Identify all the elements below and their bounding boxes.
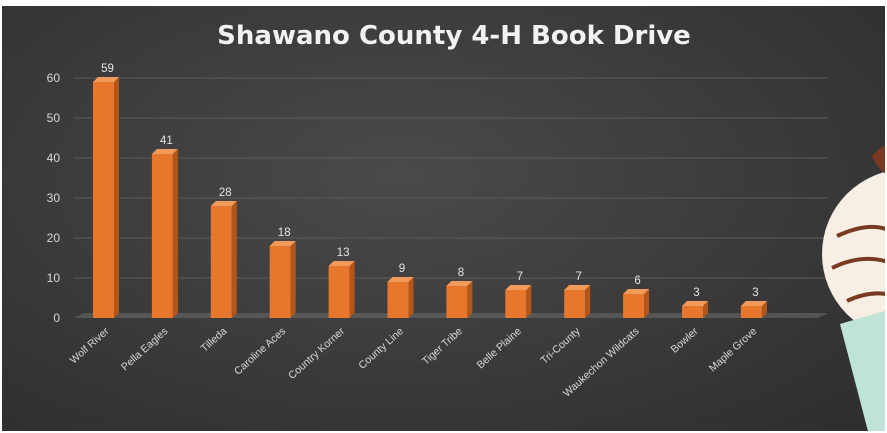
bar-top <box>269 241 296 246</box>
chocolate-drizzle <box>836 224 885 238</box>
bar <box>505 290 527 318</box>
x-tick-label: Country Korner <box>286 325 347 382</box>
data-label: 7 <box>517 271 523 283</box>
data-label: 13 <box>337 247 350 259</box>
bar-top <box>564 285 591 290</box>
chart-panel: Shawano County 4-H Book Drive 0 10 20 30 40 5… <box>2 6 885 431</box>
x-tick-label: Tilleda <box>199 325 230 354</box>
x-tick-label: Belle Plaine <box>475 325 524 371</box>
bar-top <box>210 201 237 206</box>
bar-top <box>740 301 767 306</box>
x-tick-label: Caroline Aces <box>232 325 288 377</box>
y-axis-ticks: 0 10 20 30 40 50 60 <box>47 71 61 325</box>
bar <box>740 306 762 318</box>
bar-side <box>408 277 414 318</box>
x-tick-label: Bowler <box>669 325 701 356</box>
bar-side <box>526 285 532 318</box>
bars <box>93 77 767 318</box>
ice-cream-cone <box>840 310 885 431</box>
bar <box>151 154 173 318</box>
x-axis-labels: Wolf River Pella Eagles Tilleda Caroline Ac… <box>68 325 760 400</box>
y-tick-label: 10 <box>47 271 61 285</box>
x-tick-label: Pella Eagles <box>119 325 170 373</box>
bar <box>682 306 703 318</box>
bar-top <box>505 285 532 290</box>
data-label: 41 <box>160 135 173 147</box>
data-label: 6 <box>634 275 640 287</box>
bar <box>269 246 291 318</box>
data-label: 18 <box>278 227 291 239</box>
bar-side <box>703 301 708 318</box>
bar <box>446 286 468 318</box>
bar <box>93 82 114 318</box>
bar-side <box>585 285 591 318</box>
chocolate-piece <box>872 145 885 174</box>
bar-side <box>349 261 355 318</box>
y-tick-label: 40 <box>47 151 61 165</box>
x-tick-label: County Line <box>356 325 406 372</box>
bar-top <box>93 77 119 82</box>
x-tick-label: Wolf River <box>68 325 112 367</box>
data-label: 3 <box>693 287 699 299</box>
bar <box>387 282 409 318</box>
y-tick-label: 30 <box>47 191 61 205</box>
bar <box>328 266 350 318</box>
bar-top <box>387 277 414 282</box>
chocolate-drizzle <box>831 256 885 270</box>
ice-cream-scoop <box>822 171 885 337</box>
bar-side <box>114 77 119 318</box>
data-label: 59 <box>101 63 114 75</box>
y-tick-label: 60 <box>47 71 61 85</box>
bar-chart: Shawano County 4-H Book Drive 0 10 20 30 40 5… <box>47 21 885 431</box>
x-tick-label: Tiger Tribe <box>420 325 465 367</box>
ice-cream-decoration <box>822 145 885 431</box>
bar-top <box>623 289 650 294</box>
y-tick-label: 20 <box>47 231 61 245</box>
bar-side <box>231 201 237 318</box>
chocolate-drizzle <box>846 291 885 303</box>
bar <box>623 294 645 318</box>
data-label: 7 <box>575 271 581 283</box>
data-label: 28 <box>219 187 232 199</box>
bar-side <box>761 301 767 318</box>
y-tick-label: 50 <box>47 111 61 125</box>
bar-top <box>682 301 708 306</box>
x-tick-label: Tri-County <box>539 325 584 367</box>
data-labels: 59 41 28 18 13 9 8 7 7 6 3 3 <box>101 63 759 299</box>
bar <box>210 206 232 318</box>
bar-side <box>172 149 178 318</box>
bar <box>564 290 586 318</box>
data-label: 8 <box>458 267 464 279</box>
x-tick-label: Maple Grove <box>707 325 760 374</box>
data-label: 9 <box>399 263 405 275</box>
bar-top <box>151 149 178 154</box>
bar-side <box>644 289 650 318</box>
bar-side <box>467 281 473 318</box>
bar-side <box>290 241 296 318</box>
bar-top <box>328 261 355 266</box>
y-tick-label: 0 <box>53 311 60 325</box>
chart-title: Shawano County 4-H Book Drive <box>217 21 691 51</box>
data-label: 3 <box>752 287 758 299</box>
bar-top <box>446 281 473 286</box>
